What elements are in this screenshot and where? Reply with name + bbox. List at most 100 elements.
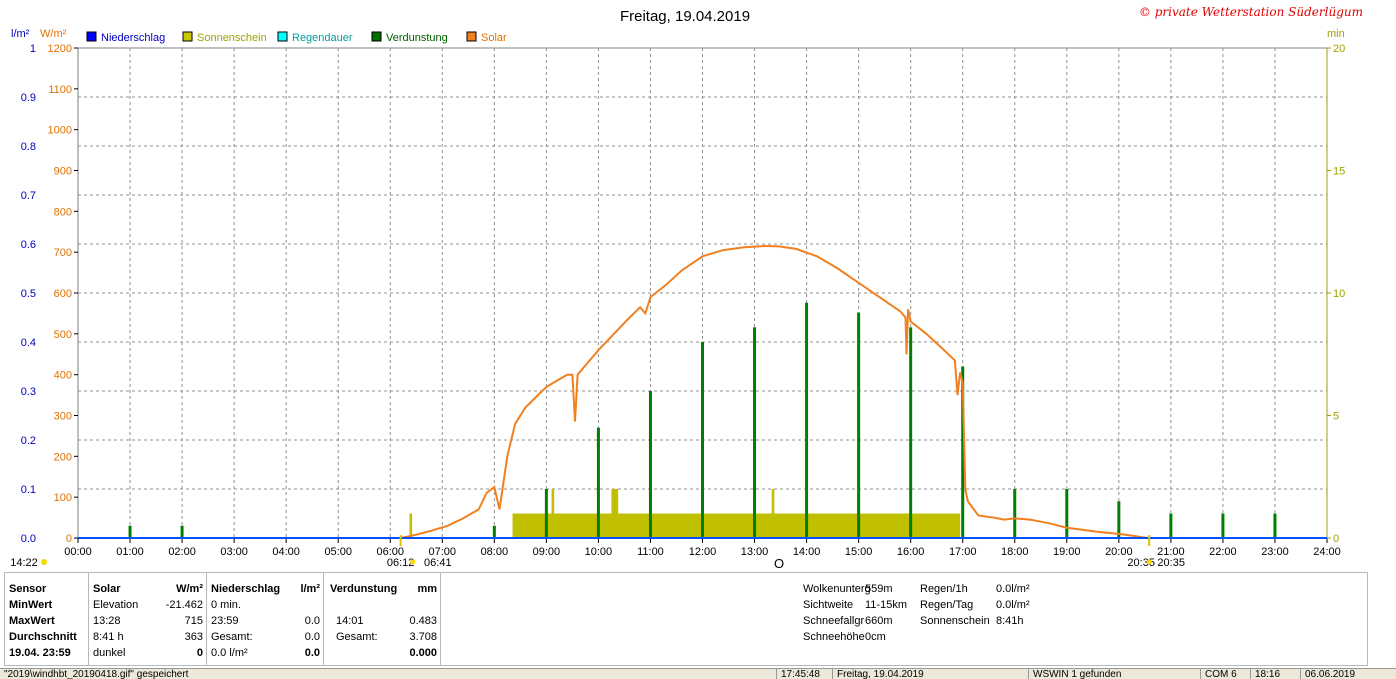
sunshine-bars <box>409 489 961 538</box>
x-tick-label: 24:00 <box>1313 546 1341 558</box>
y-right-tick-label: 15 <box>1333 166 1345 178</box>
evaporation-bar <box>1221 513 1225 538</box>
stat-label: 23:59 <box>211 615 239 627</box>
y-left1-tick-label: 0.4 <box>21 337 36 349</box>
weather-chart: 00:00 01:00 02:00 03:00 04:00 05:00 06:00 07:00… <box>10 5 1363 571</box>
x-tick-label: 23:00 <box>1261 546 1289 558</box>
y-left2-tick-label: 1000 <box>48 125 72 137</box>
y-left1-tick-label: 0.5 <box>21 288 36 300</box>
avg-label: Durchschnitt <box>9 631 77 643</box>
extra-value: 8:41h <box>996 615 1024 627</box>
max-label: MaxWert <box>9 615 55 627</box>
status-file: "2019\windhbt_20190418.gif" gespeichert <box>4 669 189 679</box>
solar-noon-marker: O <box>774 556 784 571</box>
sensor-label: Sensor <box>9 583 47 595</box>
x-tick-label: 11:00 <box>637 546 664 558</box>
extra-label: Wolkenunterg <box>803 583 871 595</box>
stat-label: 14:01 <box>336 615 364 627</box>
extra-value: 0.0l/m² <box>996 599 1030 611</box>
x-tick-label: 04:00 <box>272 546 300 558</box>
status-found: WSWIN 1 gefunden <box>1028 669 1198 679</box>
y-left1-tick-label: 0.6 <box>21 239 36 251</box>
sun-icon <box>1146 559 1152 565</box>
x-tick-label: 12:00 <box>689 546 717 558</box>
x-tick-label: 15:00 <box>845 546 873 558</box>
legend-label: Verdunstung <box>386 32 448 44</box>
x-tick-label: 06:00 <box>376 546 404 558</box>
stat-label: Elevation <box>93 599 139 611</box>
stat-label: dunkel <box>93 647 126 659</box>
status-date: Freitag, 19.04.2019 <box>832 669 1027 679</box>
y-left2-tick-label: 800 <box>54 206 72 218</box>
stat-value: 3.708 <box>409 631 437 643</box>
evaporation-bar <box>857 312 861 538</box>
y-left2-tick-label: 900 <box>54 166 72 178</box>
current-time-label: 14:22 <box>10 557 38 569</box>
sunshine-bar <box>771 489 775 538</box>
y-left1-tick-label: 0.8 <box>21 141 36 153</box>
legend-label: Sonnenschein <box>197 32 267 44</box>
y-left1-tick-label: 1 <box>30 43 36 55</box>
x-tick-label: 13:00 <box>741 546 769 558</box>
x-tick-label: 08:00 <box>481 546 509 558</box>
evaporation-bar <box>544 489 548 538</box>
evaporation-bar <box>1117 501 1121 538</box>
stat-label: 13:28 <box>93 615 121 627</box>
y-left1-tick-label: 0.0 <box>21 533 36 545</box>
stat-value: 0.0 <box>304 647 320 659</box>
x-tick-label: 00:00 <box>64 546 92 558</box>
stat-value: 0.483 <box>409 615 437 627</box>
sunshine-bar <box>409 513 413 538</box>
x-tick-label: 17:00 <box>949 546 977 558</box>
sunshine-bar <box>551 489 555 538</box>
y-right-tick-label: 0 <box>1333 533 1339 545</box>
sunshine-bar <box>611 489 619 538</box>
y-left2-tick-label: 100 <box>54 492 72 504</box>
evaporation-bar <box>1273 513 1277 538</box>
legend-swatch <box>182 31 193 42</box>
x-tick-label: 09:00 <box>533 546 561 558</box>
sun-icon <box>41 559 47 565</box>
evaporation-bar <box>1013 489 1017 538</box>
x-tick-label: 19:00 <box>1053 546 1081 558</box>
y-left1-tick-label: 0.9 <box>21 92 36 104</box>
right-axis-unit: min <box>1327 28 1345 40</box>
stat-value: 363 <box>184 631 203 643</box>
extra-value: 660m <box>865 615 893 627</box>
x-tick-label: 21:00 <box>1157 546 1185 558</box>
extra-label: Schneefallgr <box>803 615 865 627</box>
stats-panel-sensor: Sensor MinWert MaxWert Durchschnitt 19.0… <box>4 572 90 666</box>
y-left2-tick-label: 1200 <box>48 43 72 55</box>
evaporation-bar <box>1065 489 1069 538</box>
status-clock: 18:16 <box>1250 669 1295 679</box>
legend-label: Solar <box>481 32 507 44</box>
stat-value: -21.462 <box>165 599 203 611</box>
stats-panel-extra: Wolkenunterg 559m Sichtweite 11-15km Schneef… <box>440 572 1368 666</box>
chart-axes <box>74 47 1331 543</box>
evaporation-bar <box>128 525 132 538</box>
left-axis1-unit: l/m² <box>11 28 30 40</box>
extra-label: Regen/1h <box>920 583 968 595</box>
stats-panel-rain: Niederschlag l/m² 0 min. 23:59 0.0 Gesamt: 0… <box>206 572 325 666</box>
x-tick-label: 07:00 <box>429 546 457 558</box>
solar-series-line <box>400 244 1148 539</box>
evaporation-bar <box>753 327 757 538</box>
y-left2-tick-label: 400 <box>54 370 72 382</box>
stat-label: 8:41 h <box>93 631 124 643</box>
extra-value: 559m <box>865 583 893 595</box>
min-label: MinWert <box>9 599 53 611</box>
rain-unit: l/m² <box>300 583 320 595</box>
y-left1-tick-label: 0.1 <box>21 484 36 496</box>
stat-label: Gesamt: <box>211 631 253 643</box>
evaporation-bar <box>961 366 965 538</box>
sunrise-civil-label: 06:12 <box>387 557 415 569</box>
evaporation-bar <box>596 427 600 538</box>
y-right-tick-label: 20 <box>1333 43 1345 55</box>
status-port: COM 6 <box>1200 669 1245 679</box>
stat-value: 0.0 <box>304 631 320 643</box>
stats-panel-solar: Solar W/m² Elevation -21.462 13:28 715 8:41 … <box>88 572 208 666</box>
y-left1-tick-label: 0.3 <box>21 386 36 398</box>
y-left2-tick-label: 300 <box>54 411 72 423</box>
left-axis2-unit: W/m² <box>40 28 67 40</box>
extra-value: 0cm <box>865 631 886 643</box>
